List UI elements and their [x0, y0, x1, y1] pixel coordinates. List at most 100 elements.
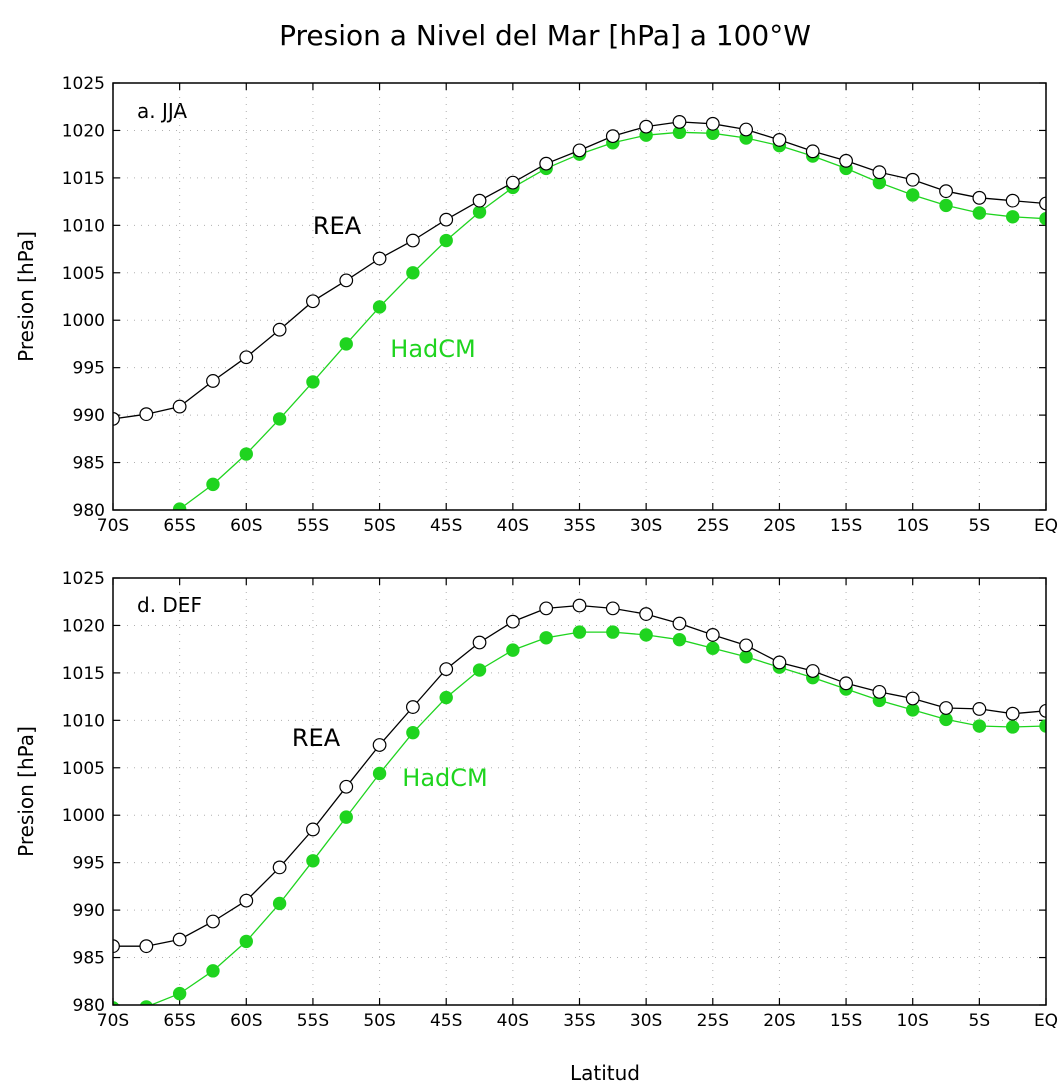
y-tick-label: 1020 — [62, 121, 105, 141]
x-axis-title: Latitud — [570, 1061, 640, 1085]
data-point-hadcm — [439, 233, 453, 248]
x-tick-label: 35S — [563, 516, 595, 536]
x-tick-label: 25S — [697, 1011, 729, 1031]
data-point-rea — [805, 144, 820, 159]
data-point-rea — [672, 616, 687, 631]
data-point-hadcm — [239, 447, 253, 461]
plot-frame — [112, 82, 1047, 511]
data-point-rea — [605, 601, 620, 616]
x-tick-label: 5S — [969, 1011, 991, 1031]
y-tick-label: 990 — [73, 406, 105, 426]
data-point-rea — [239, 893, 254, 908]
x-tick-label: EQ — [1034, 1011, 1058, 1031]
y-tick-label: 1025 — [62, 74, 105, 94]
y-tick-label: 980 — [73, 996, 105, 1016]
x-tick-label: 20S — [763, 1011, 795, 1031]
data-point-hadcm — [939, 712, 953, 727]
data-point-hadcm — [639, 628, 653, 642]
y-tick-label: 1015 — [62, 664, 105, 684]
data-point-hadcm — [372, 300, 387, 314]
data-point-hadcm — [172, 502, 187, 510]
series-label-hadcm: HadCM — [402, 764, 487, 792]
data-point-rea — [772, 133, 787, 147]
data-point-rea — [639, 119, 654, 134]
data-point-rea — [1005, 193, 1020, 208]
data-point-hadcm — [739, 650, 753, 664]
data-point-rea — [239, 350, 254, 365]
data-point-hadcm — [972, 206, 987, 220]
x-tick-label: 60S — [230, 516, 262, 536]
data-point-hadcm — [306, 375, 320, 389]
x-tick-label: 65S — [163, 1011, 195, 1031]
data-point-rea — [172, 399, 187, 414]
panel-jja: a. JJA Presion [hPa] 70S 65S 60S 55S 50S 45S 4… — [14, 74, 1058, 536]
data-point-hadcm — [272, 412, 287, 426]
data-point-rea — [472, 193, 487, 208]
y-tick-label: 1005 — [62, 264, 105, 284]
data-point-hadcm — [572, 625, 587, 639]
data-point-hadcm — [472, 663, 487, 677]
x-tick-label: 15S — [830, 516, 862, 536]
data-point-rea — [472, 635, 487, 650]
x-tick-label: 15S — [830, 1011, 862, 1031]
series-hadcm — [172, 125, 1046, 510]
data-point-hadcm — [406, 266, 420, 280]
x-tick-label: 55S — [297, 1011, 329, 1031]
y-tick-label: 1010 — [62, 711, 105, 731]
y-tick-label: 995 — [73, 359, 105, 379]
data-point-rea — [839, 676, 853, 691]
y-axis: 980 985 990 995 1000 1005 1010 1015 1020 1025 — [62, 569, 1046, 1016]
y-axis-title: Presion [hPa] — [14, 231, 38, 362]
series-label-rea: REA — [292, 724, 341, 752]
data-point-hadcm — [406, 725, 420, 740]
data-point-rea — [705, 116, 720, 131]
y-tick-label: 1020 — [62, 616, 105, 636]
data-point-rea — [172, 932, 187, 947]
data-point-hadcm — [272, 896, 287, 911]
x-axis: 70S 65S 60S 55S 50S 45S 40S 35S 30S 25S 20S 15S 10S 5… — [97, 578, 1058, 1031]
data-point-hadcm — [939, 198, 953, 213]
x-tick-label: 10S — [896, 1011, 928, 1031]
x-tick-label: 45S — [430, 1011, 462, 1031]
x-tick-label: 5S — [969, 516, 991, 536]
panel-label-def: d. DEF — [137, 593, 202, 617]
x-tick-label: 55S — [297, 516, 329, 536]
chart-title: Presion a Nivel del Mar [hPa] a 100°W — [279, 19, 811, 52]
panel-def: d. DEF Presion [hPa] 70S 65S 60S 55S 50S 45S 4… — [14, 569, 1058, 1031]
data-point-hadcm — [506, 643, 520, 657]
y-tick-label: 1010 — [62, 216, 105, 236]
x-tick-label: 50S — [363, 516, 395, 536]
x-tick-label: 30S — [630, 516, 662, 536]
x-tick-label: 40S — [497, 516, 529, 536]
data-point-rea — [939, 701, 953, 715]
plot-frame — [112, 577, 1047, 1006]
data-point-rea — [272, 322, 287, 337]
y-tick-label: 1000 — [62, 311, 105, 331]
data-point-hadcm — [239, 934, 253, 949]
data-point-rea — [139, 939, 154, 954]
data-point-rea — [1005, 706, 1020, 721]
x-tick-label: 45S — [430, 516, 462, 536]
series-label-hadcm: HadCM — [390, 335, 475, 363]
data-point-rea — [572, 598, 587, 613]
x-tick-label: 70S — [97, 516, 129, 536]
data-point-rea — [539, 601, 554, 616]
data-point-rea — [272, 860, 287, 875]
data-point-rea — [539, 156, 554, 171]
data-point-hadcm — [1005, 720, 1020, 734]
data-point-hadcm — [1005, 210, 1020, 224]
x-tick-label: 60S — [230, 1011, 262, 1031]
series-rea — [113, 115, 1046, 426]
data-point-rea — [905, 172, 920, 187]
data-point-rea — [872, 165, 887, 180]
panel-label-jja: a. JJA — [137, 99, 187, 123]
series-line-rea — [113, 121, 1046, 420]
data-point-rea — [872, 684, 887, 699]
data-point-rea — [113, 412, 120, 426]
data-point-hadcm — [539, 631, 553, 645]
y-tick-label: 995 — [73, 854, 105, 874]
data-point-hadcm — [972, 719, 987, 733]
data-point-hadcm — [439, 690, 453, 705]
data-point-rea — [113, 939, 120, 954]
data-point-hadcm — [339, 337, 353, 351]
